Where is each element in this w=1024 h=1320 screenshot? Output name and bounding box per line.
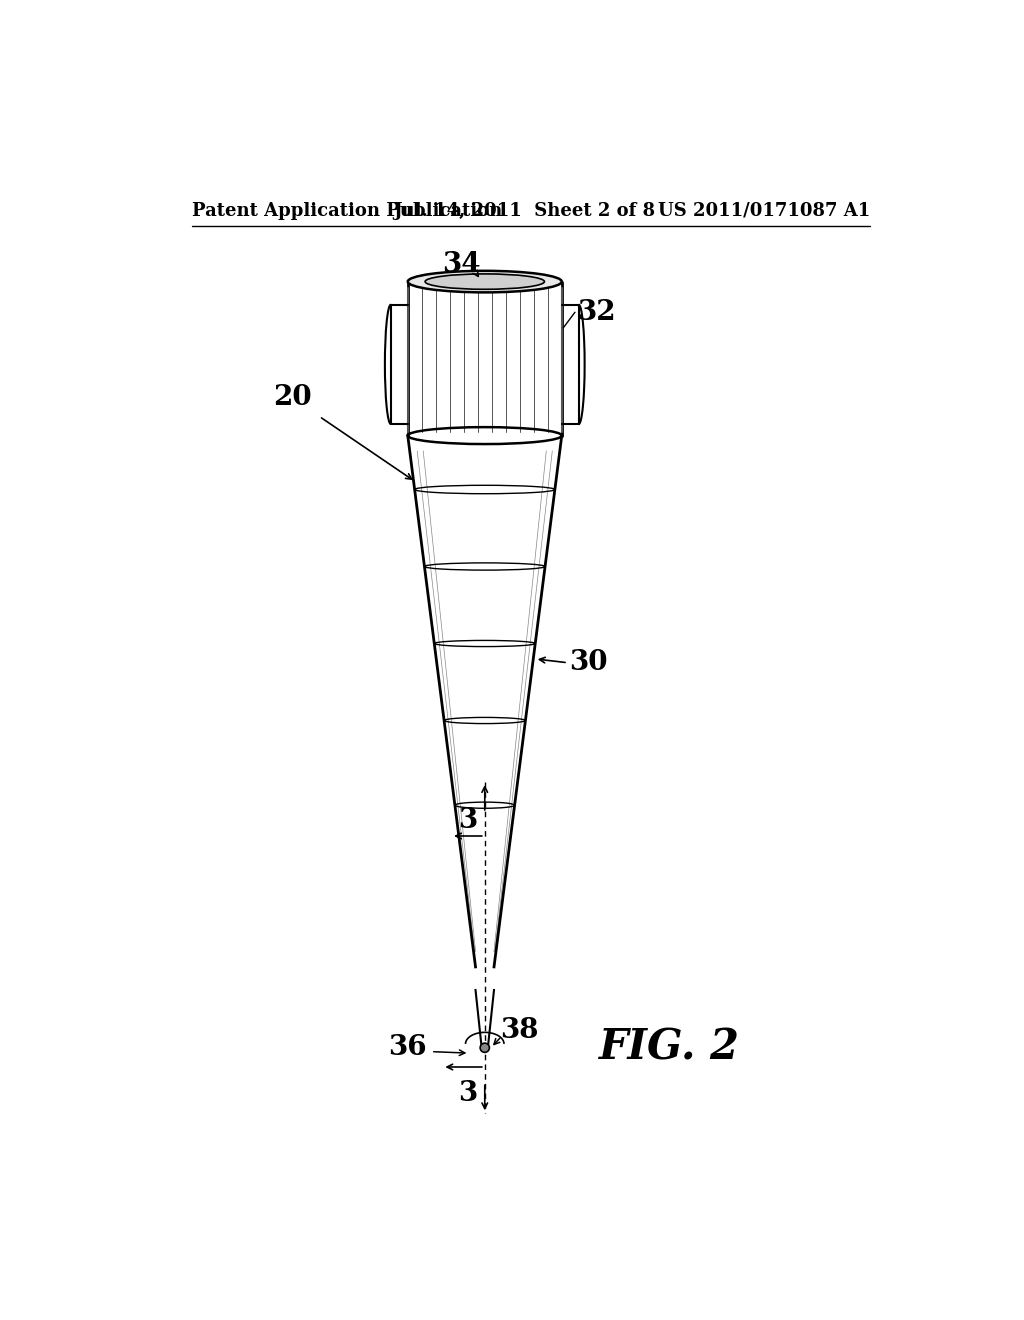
Text: 30: 30	[569, 649, 608, 676]
Ellipse shape	[480, 1043, 489, 1052]
Text: 20: 20	[273, 384, 311, 411]
Ellipse shape	[408, 271, 562, 293]
Text: FIG. 2: FIG. 2	[599, 1027, 740, 1069]
Ellipse shape	[425, 275, 545, 289]
Text: 38: 38	[500, 1018, 539, 1044]
Text: 3: 3	[458, 1081, 477, 1107]
Text: 34: 34	[442, 251, 481, 279]
Text: Patent Application Publication: Patent Application Publication	[193, 202, 503, 219]
Text: 32: 32	[578, 298, 615, 326]
Text: 3: 3	[458, 807, 477, 834]
Text: Jul. 14, 2011  Sheet 2 of 8: Jul. 14, 2011 Sheet 2 of 8	[394, 202, 655, 219]
Text: 36: 36	[388, 1035, 427, 1061]
Text: US 2011/0171087 A1: US 2011/0171087 A1	[657, 202, 869, 219]
